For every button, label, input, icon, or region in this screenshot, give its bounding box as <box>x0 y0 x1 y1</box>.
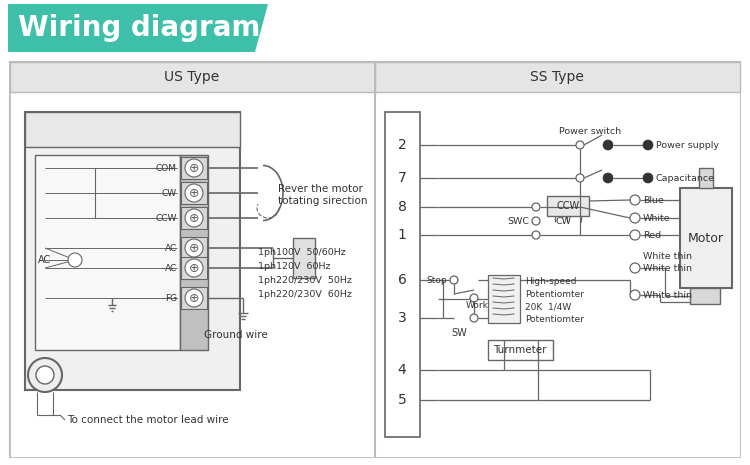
Text: CW: CW <box>162 188 177 198</box>
Text: 2: 2 <box>398 138 406 152</box>
Bar <box>181 287 207 309</box>
Text: Red: Red <box>643 231 662 239</box>
Text: Power switch: Power switch <box>559 126 621 135</box>
Text: ⊕: ⊕ <box>189 261 200 274</box>
Text: 3: 3 <box>398 311 406 325</box>
Bar <box>680 188 732 288</box>
Text: Ground wire: Ground wire <box>204 330 268 340</box>
Bar <box>375 92 740 457</box>
Bar <box>699 168 713 188</box>
Circle shape <box>185 239 203 257</box>
Text: Stop: Stop <box>426 275 447 285</box>
Circle shape <box>630 263 640 273</box>
Bar <box>25 112 240 147</box>
Bar <box>181 257 207 279</box>
Text: ⊕: ⊕ <box>189 292 200 305</box>
Text: ⊕: ⊕ <box>189 212 200 225</box>
Bar <box>181 207 207 229</box>
Text: Turnmeter: Turnmeter <box>494 345 547 355</box>
Circle shape <box>603 140 613 150</box>
Bar <box>375 62 740 92</box>
Circle shape <box>532 217 540 225</box>
Text: 1: 1 <box>398 228 406 242</box>
Text: White: White <box>643 213 670 222</box>
Text: ⊕: ⊕ <box>189 161 200 174</box>
Bar <box>10 62 375 92</box>
Text: Blue: Blue <box>643 195 664 205</box>
Text: To connect the motor lead wire: To connect the motor lead wire <box>67 415 229 425</box>
Bar <box>10 62 740 457</box>
Circle shape <box>185 159 203 177</box>
Bar <box>181 182 207 204</box>
Circle shape <box>643 140 653 150</box>
Bar <box>10 92 375 457</box>
Circle shape <box>576 141 584 149</box>
Circle shape <box>450 276 458 284</box>
Circle shape <box>576 174 584 182</box>
Text: Motor: Motor <box>688 232 724 245</box>
Text: 5: 5 <box>398 393 406 407</box>
Circle shape <box>185 184 203 202</box>
Text: CW: CW <box>556 217 572 226</box>
Bar <box>488 275 520 323</box>
Text: Capacitance: Capacitance <box>656 173 715 182</box>
Bar <box>547 196 589 216</box>
Text: SWC: SWC <box>507 217 529 226</box>
Circle shape <box>643 173 653 183</box>
Text: 7: 7 <box>398 171 406 185</box>
Polygon shape <box>8 4 268 52</box>
Circle shape <box>470 314 478 322</box>
Text: ⊕: ⊕ <box>189 241 200 254</box>
Text: FG: FG <box>165 293 177 303</box>
Circle shape <box>470 294 478 302</box>
Text: White thin: White thin <box>643 252 692 260</box>
Text: Rever the motor
totating sirection: Rever the motor totating sirection <box>278 184 368 206</box>
Text: COM: COM <box>156 164 177 173</box>
Text: White thin: White thin <box>643 291 692 299</box>
Bar <box>690 288 720 304</box>
Text: Wiring diagram: Wiring diagram <box>18 14 260 42</box>
Circle shape <box>630 195 640 205</box>
Text: AC: AC <box>165 244 177 252</box>
Circle shape <box>36 366 54 384</box>
Circle shape <box>28 358 62 392</box>
Bar <box>25 112 240 390</box>
Circle shape <box>630 230 640 240</box>
Text: US Type: US Type <box>164 70 220 84</box>
Text: CCW: CCW <box>156 213 177 222</box>
Text: 8: 8 <box>398 200 406 214</box>
Text: White thin: White thin <box>643 264 692 272</box>
Text: 4: 4 <box>398 363 406 377</box>
Text: 1ph100V  50/60Hz
1ph120V  60Hz
1ph220/230V  50Hz
1ph220/230V  60Hz: 1ph100V 50/60Hz 1ph120V 60Hz 1ph220/230V… <box>258 248 352 299</box>
Circle shape <box>532 231 540 239</box>
Circle shape <box>532 203 540 211</box>
Bar <box>35 155 180 350</box>
Circle shape <box>185 289 203 307</box>
Bar <box>488 340 553 360</box>
Text: Work: Work <box>466 300 489 310</box>
Bar <box>181 237 207 259</box>
Text: AC: AC <box>38 255 52 265</box>
Text: 6: 6 <box>398 273 406 287</box>
Circle shape <box>603 173 613 183</box>
Bar <box>181 157 207 179</box>
Bar <box>180 155 208 350</box>
Text: CCW: CCW <box>556 201 580 211</box>
Text: High-speed
Potentiomter
20K  1/4W
Potentiomter: High-speed Potentiomter 20K 1/4W Potenti… <box>525 277 584 324</box>
Circle shape <box>630 213 640 223</box>
Text: Power supply: Power supply <box>656 140 719 150</box>
Circle shape <box>630 290 640 300</box>
Circle shape <box>68 253 82 267</box>
Circle shape <box>185 209 203 227</box>
Text: SW: SW <box>452 328 466 338</box>
Text: SS Type: SS Type <box>530 70 584 84</box>
Bar <box>293 238 315 278</box>
Text: AC: AC <box>165 264 177 272</box>
Text: ⊕: ⊕ <box>189 186 200 199</box>
Bar <box>385 112 420 437</box>
Circle shape <box>185 259 203 277</box>
